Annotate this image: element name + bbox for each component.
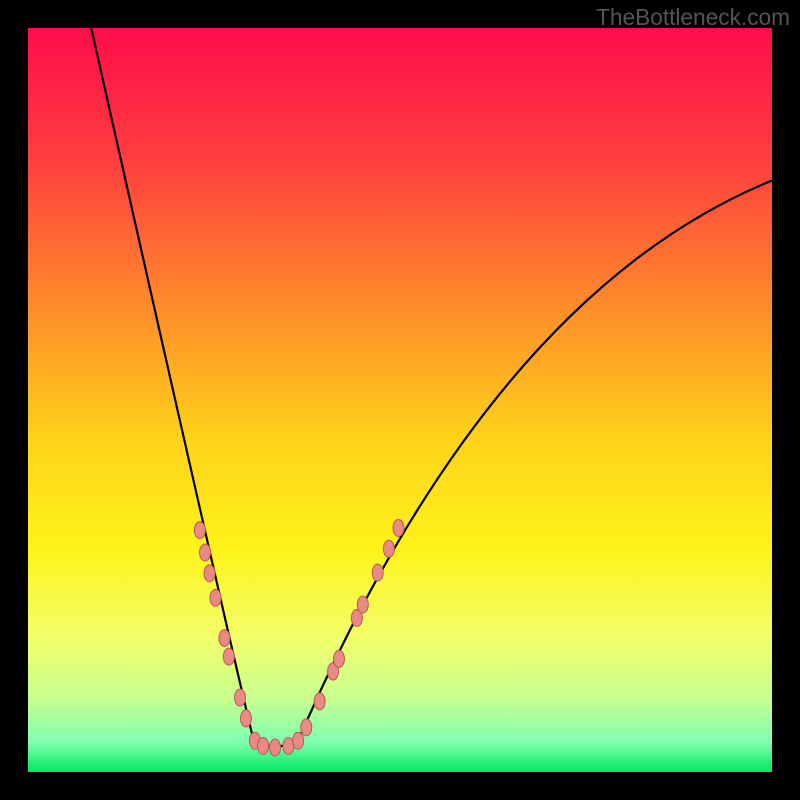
data-marker: [240, 710, 251, 727]
plot-area: [28, 28, 772, 772]
chart-frame: TheBottleneck.com: [0, 0, 800, 800]
data-marker: [383, 540, 394, 557]
watermark-text: TheBottleneck.com: [596, 4, 790, 31]
data-marker: [301, 719, 312, 736]
data-marker: [200, 544, 211, 561]
marker-group: [194, 519, 404, 755]
data-marker: [210, 589, 221, 606]
data-marker: [194, 522, 205, 539]
data-marker: [204, 565, 215, 582]
data-marker: [393, 519, 404, 536]
data-marker: [293, 732, 304, 749]
bottleneck-curve: [91, 28, 772, 746]
data-marker: [333, 650, 344, 667]
data-marker: [223, 648, 234, 665]
data-marker: [314, 693, 325, 710]
data-marker: [270, 739, 281, 756]
data-marker: [219, 630, 230, 647]
data-marker: [235, 689, 246, 706]
data-marker: [258, 737, 269, 754]
data-marker: [357, 596, 368, 613]
curve-and-markers-svg: [28, 28, 772, 772]
data-marker: [372, 564, 383, 581]
